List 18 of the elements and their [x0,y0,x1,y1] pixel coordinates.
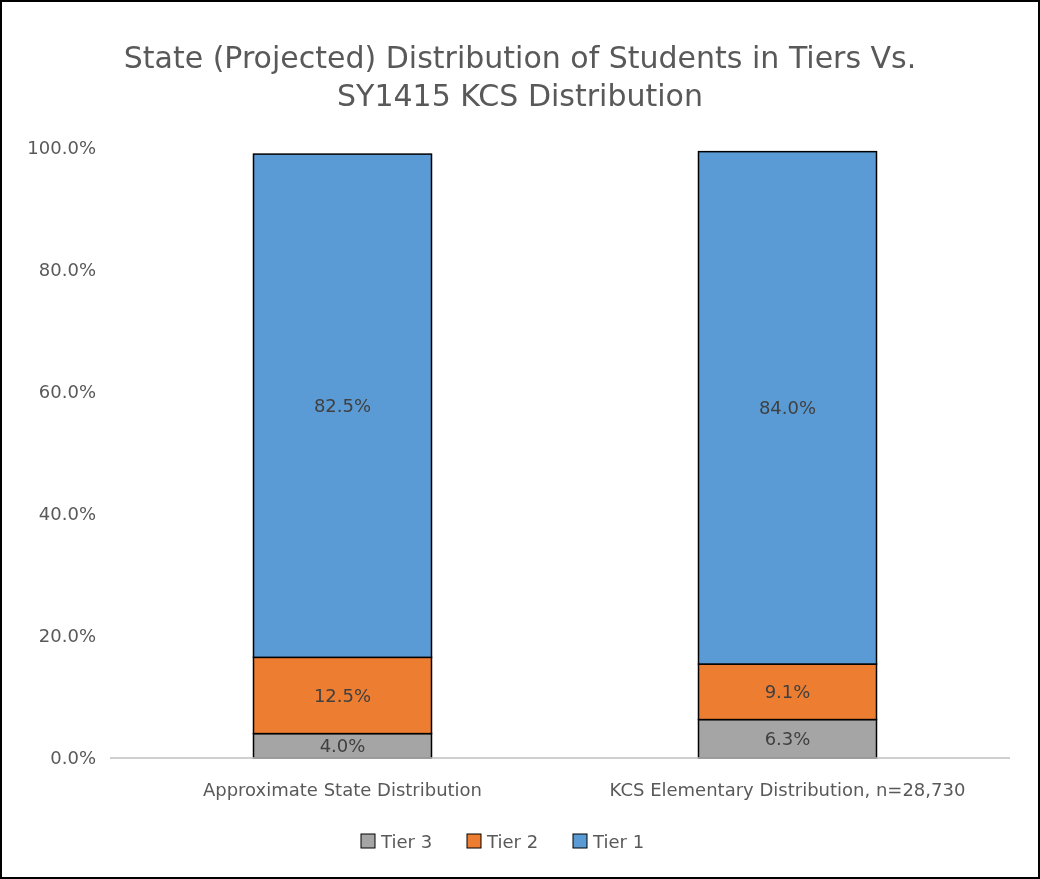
chart-title: State (Projected) Distribution of Students in Tiers Vs. SY1415 KCS Distribution [123,40,917,113]
legend-label: Tier 1 [592,831,645,853]
data-label: 12.5% [313,684,372,706]
data-label: 9.1% [764,681,811,703]
legend-label: Tier 2 [486,831,539,853]
data-label: 84.0% [758,397,817,419]
legend-label: Tier 3 [380,831,433,853]
data-label: 4.0% [319,735,366,757]
y-tick-label: 40.0% [38,503,96,525]
y-tick-label: 0.0% [50,747,96,769]
x-tick-label: Approximate State Distribution [202,779,483,800]
data-label: 82.5% [313,395,372,417]
y-tick-label: 100.0% [27,137,96,159]
data-label: 6.3% [764,728,811,750]
y-tick-label: 80.0% [38,259,96,281]
y-tick-label: 20.0% [38,625,96,647]
y-tick-label: 60.0% [38,381,96,403]
x-tick-label: KCS Elementary Distribution, n=28,730 [609,779,966,800]
